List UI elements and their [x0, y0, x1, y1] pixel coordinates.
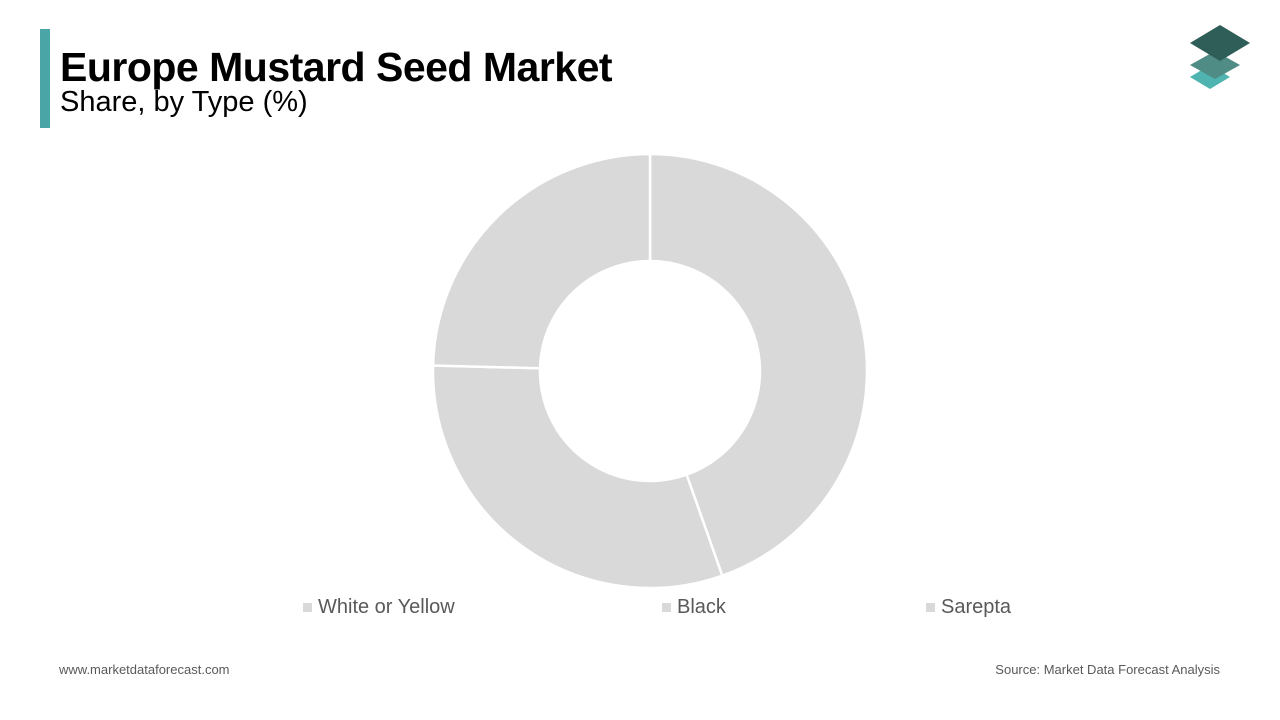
donut-slice-black [431, 364, 724, 590]
stacked-layers-icon [1190, 25, 1250, 89]
legend-swatch [303, 602, 312, 612]
legend-label: White or Yellow [318, 595, 455, 618]
donut-slice-white-or-yellow [648, 152, 869, 578]
title-accent-bar [40, 29, 50, 128]
footer-source: Source: Market Data Forecast Analysis [995, 662, 1220, 677]
logo-layer-middle [1190, 51, 1240, 79]
logo-layer-top [1190, 25, 1250, 61]
donut-slices [431, 152, 869, 590]
legend-swatch [926, 602, 935, 612]
donut-slice-sarepta [431, 152, 652, 370]
chart-subtitle: Share, by Type (%) [60, 86, 308, 118]
legend-swatch [662, 602, 671, 612]
legend-item: White or Yellow [303, 595, 455, 619]
legend-item: Black [662, 595, 726, 619]
legend-item: Sarepta [926, 595, 1011, 619]
footer-website: www.marketdataforecast.com [59, 662, 230, 677]
legend-label: Sarepta [941, 595, 1012, 618]
legend-label: Black [677, 595, 726, 618]
chart-title: Europe Mustard Seed Market [60, 44, 613, 90]
